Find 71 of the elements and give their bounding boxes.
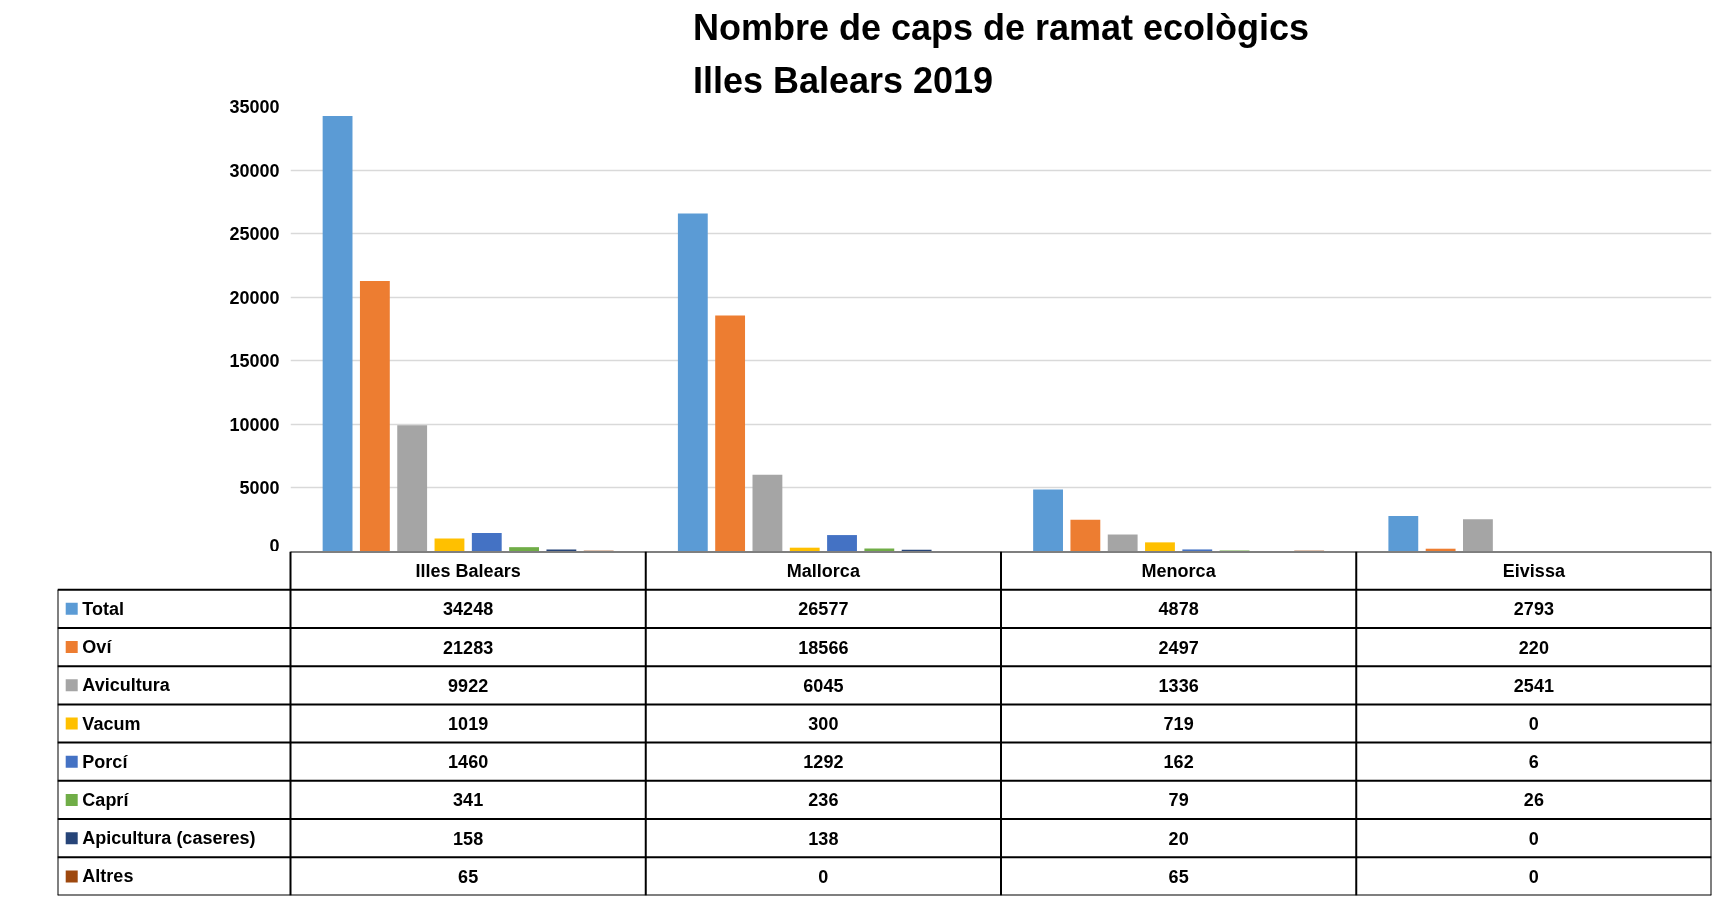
data-label: 4878 [1158,599,1199,620]
data-label: 2541 [1513,675,1554,696]
bar [471,532,502,551]
data-label: 719 [1163,714,1194,734]
bar [397,425,428,551]
legend-label: Altres [82,866,134,887]
data-label: 18566 [798,637,849,658]
data-label: 1292 [803,752,844,773]
data-label: 236 [808,790,839,811]
bar [1145,542,1175,551]
data-label: 300 [808,714,839,734]
bar [864,548,895,551]
bar [1070,519,1101,551]
data-label: 9922 [448,675,489,696]
bar [789,547,820,551]
bar [715,315,746,551]
bar [827,535,857,551]
bar [1033,489,1063,551]
data-label: 341 [453,790,484,811]
data-label: 79 [1168,790,1189,811]
bar [752,474,783,551]
data-label: 2497 [1158,637,1199,658]
y-tick-label: 10000 [229,414,280,435]
y-tick-label: 20000 [229,287,280,308]
bar [359,280,390,551]
x-tick-label: Eivissa [1502,560,1566,581]
data-label: 0 [818,866,829,887]
bar [1463,519,1493,551]
legend-label: Avicultura [82,675,171,696]
x-tick-label: Illes Balears [415,560,521,581]
legend-label: Apicultura (caseres) [82,828,256,849]
data-label: 26577 [798,599,849,620]
x-tick-label: Menorca [1141,560,1217,581]
data-label: 2793 [1513,599,1554,620]
legend-label: Oví [82,637,113,658]
y-tick-label: 35000 [229,97,280,117]
data-label: 6045 [803,675,844,696]
data-label: 0 [1528,828,1539,849]
data-label: 138 [808,828,839,849]
data-label: 1019 [448,714,489,734]
y-tick-label: 5000 [239,478,280,499]
legend-label: Caprí [82,789,130,810]
data-label: 0 [1528,714,1539,734]
legend-label: Vacum [82,713,141,734]
data-label: 65 [1168,866,1189,887]
data-label: 158 [453,828,484,849]
legend-label: Porcí [82,751,129,772]
legend-label: Total [82,598,125,619]
data-label: 0 [1528,866,1539,887]
data-label: 162 [1163,752,1194,773]
data-label: 1336 [1158,675,1199,696]
bar [677,213,708,551]
data-label: 220 [1518,637,1549,658]
data-label: 21283 [443,637,494,658]
data-label: 65 [458,866,479,887]
bar [1107,534,1138,551]
bar [322,116,353,551]
y-tick-label: 25000 [229,224,280,245]
y-tick-label: 30000 [229,160,280,181]
y-tick-label: 0 [269,535,280,556]
bar [1388,515,1419,551]
y-tick-label: 15000 [229,351,280,372]
data-label: 26 [1523,790,1544,811]
bar [434,538,465,551]
x-tick-label: Mallorca [786,560,861,581]
data-label: 20 [1168,828,1189,849]
data-label: 34248 [443,599,494,620]
chart-title: Nombre de caps de ramat ecològics Illes Balears 2019 [692,7,1310,102]
bar [509,547,539,551]
data-label: 6 [1528,752,1539,773]
data-label: 1460 [448,752,489,773]
